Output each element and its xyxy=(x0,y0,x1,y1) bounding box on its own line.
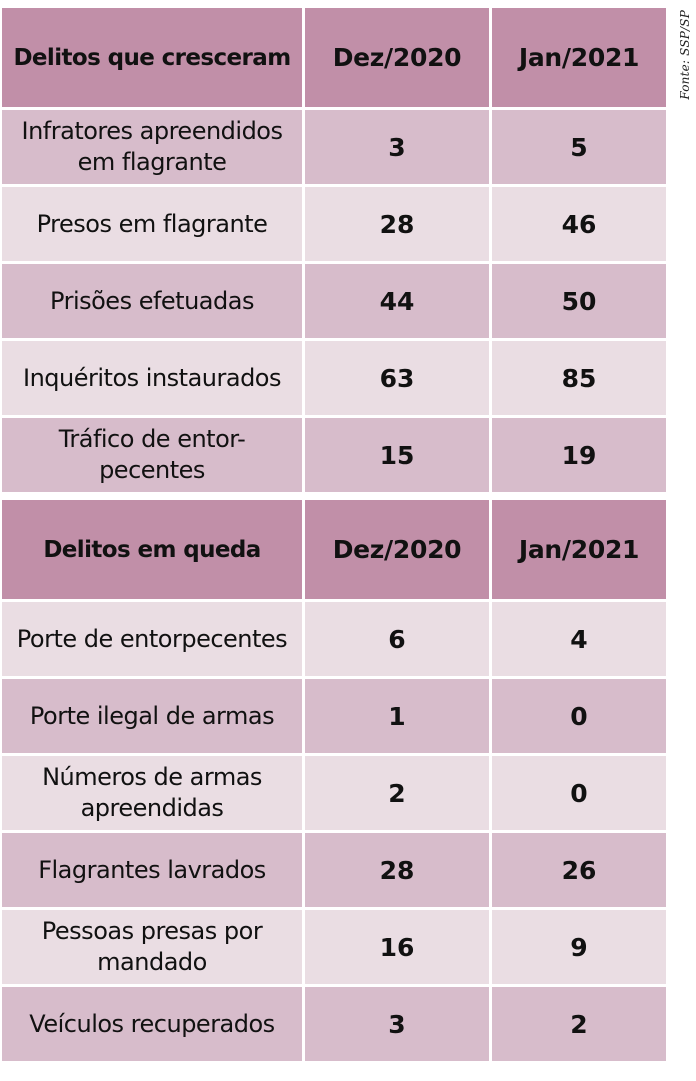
row-value-dez: 1 xyxy=(305,679,489,753)
row-value-dez: 28 xyxy=(305,187,489,261)
header-label: Delitos que cresceram xyxy=(2,8,302,107)
row-value-jan: 0 xyxy=(492,756,666,830)
row-value-jan: 0 xyxy=(492,679,666,753)
row-label: Pessoas presas por mandado xyxy=(2,910,302,984)
row-value-dez: 28 xyxy=(305,833,489,907)
section-crimes-decreased: Delitos em queda Dez/2020 Jan/2021 Porte… xyxy=(2,500,666,1061)
row-label: Flagrantes lavrados xyxy=(2,833,302,907)
row-value-jan: 50 xyxy=(492,264,666,338)
row-value-dez: 3 xyxy=(305,110,489,184)
row-value-dez: 16 xyxy=(305,910,489,984)
row-value-dez: 44 xyxy=(305,264,489,338)
row-label: Infratores apreendidos em flagrante xyxy=(2,110,302,184)
row-value-jan: 19 xyxy=(492,418,666,492)
row-value-dez: 63 xyxy=(305,341,489,415)
section-crimes-increased: Delitos que cresceram Dez/2020 Jan/2021 … xyxy=(2,8,666,492)
row-value-dez: 6 xyxy=(305,602,489,676)
row-value-jan: 4 xyxy=(492,602,666,676)
row-label: Porte de entorpecentes xyxy=(2,602,302,676)
row-value-jan: 9 xyxy=(492,910,666,984)
header-label: Delitos em queda xyxy=(2,500,302,599)
header-jan-2021: Jan/2021 xyxy=(492,8,666,107)
row-value-dez: 15 xyxy=(305,418,489,492)
header-dez-2020: Dez/2020 xyxy=(305,8,489,107)
row-value-jan: 85 xyxy=(492,341,666,415)
row-value-dez: 3 xyxy=(305,987,489,1061)
row-label: Números de armas apreendidas xyxy=(2,756,302,830)
header-dez-2020: Dez/2020 xyxy=(305,500,489,599)
row-value-jan: 5 xyxy=(492,110,666,184)
row-label: Veículos recuperados xyxy=(2,987,302,1061)
crime-statistics-table: Delitos que cresceram Dez/2020 Jan/2021 … xyxy=(2,8,666,1061)
header-jan-2021: Jan/2021 xyxy=(492,500,666,599)
row-value-jan: 46 xyxy=(492,187,666,261)
row-label: Prisões efetuadas xyxy=(2,264,302,338)
row-label: Presos em flagrante xyxy=(2,187,302,261)
row-value-jan: 26 xyxy=(492,833,666,907)
row-value-dez: 2 xyxy=(305,756,489,830)
row-label: Inquéritos instaurados xyxy=(2,341,302,415)
row-value-jan: 2 xyxy=(492,987,666,1061)
source-credit: Fonte: SSP/SP xyxy=(678,10,692,100)
row-label: Porte ilegal de armas xyxy=(2,679,302,753)
row-label: Tráfico de entor-pecentes xyxy=(2,418,302,492)
